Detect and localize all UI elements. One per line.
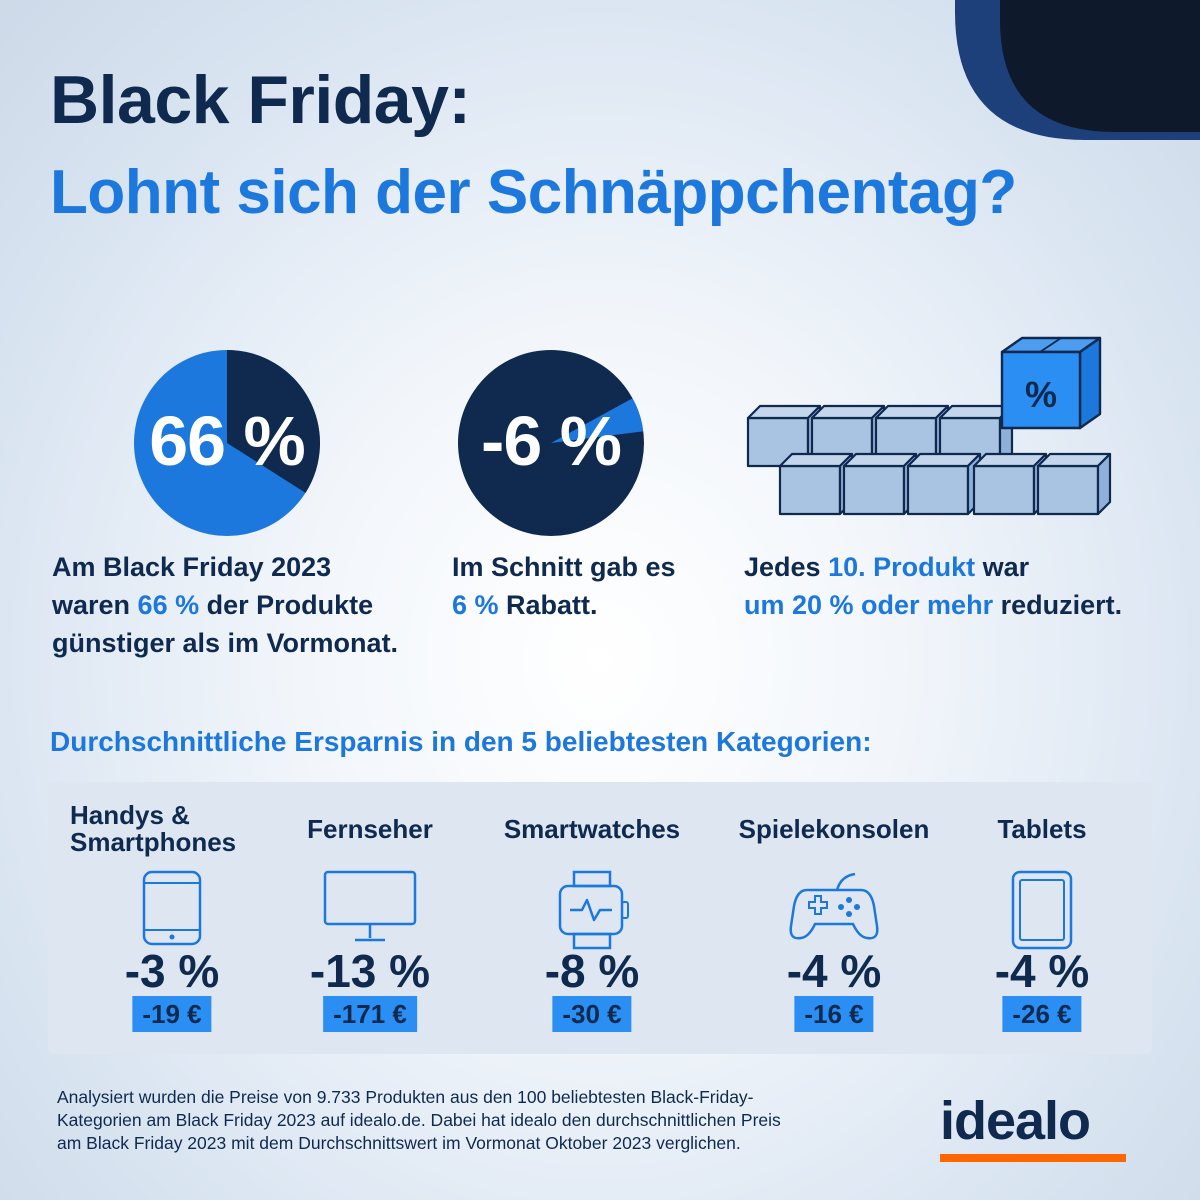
smartwatch-icon <box>558 870 629 950</box>
section-title: Durchschnittliche Ersparnis in den 5 bel… <box>50 726 872 757</box>
category-consoles: Spielekonsolen -4 % -16 € <box>724 782 944 1054</box>
gamepad-icon <box>789 872 879 940</box>
category-percent: -4 % <box>786 945 882 997</box>
small-box-icon <box>1036 452 1112 516</box>
pie-slice-remaining <box>227 350 320 493</box>
boxes-illustration: % <box>746 336 1112 516</box>
categories-panel: Handys & Smartphones -3 % -19 € Fernsehe… <box>48 782 1152 1054</box>
tv-icon <box>323 870 417 942</box>
category-percent: -3 % <box>124 945 220 997</box>
logo-text: idealo <box>940 1091 1091 1151</box>
small-box-icon <box>906 452 982 516</box>
category-smartphones: Handys & Smartphones -3 % -19 € <box>62 782 282 1054</box>
category-name: Handys & Smartphones <box>70 800 237 857</box>
category-name: Fernseher <box>307 814 433 844</box>
idealo-logo: idealo <box>940 1094 1126 1162</box>
category-tv: Fernseher -13 % -171 € <box>260 782 480 1054</box>
pie-chart-6 <box>458 350 644 536</box>
percent-box-label: % <box>1025 374 1057 415</box>
logo-underline <box>940 1154 1126 1162</box>
category-name: Smartwatches <box>503 814 681 844</box>
percent-box-icon <box>1000 336 1102 430</box>
stat-text-2: Im Schnitt gab es 6 % Rabatt. <box>452 552 676 620</box>
category-name: Spielekonsolen <box>738 814 930 844</box>
category-percent: -4 % <box>994 945 1090 997</box>
smartphone-icon <box>142 870 202 946</box>
footnote: Analysiert wurden die Preise von 9.733 P… <box>57 1087 781 1153</box>
category-euro-badge: -26 € <box>1002 996 1082 1032</box>
category-euro-badge: -171 € <box>323 996 417 1032</box>
pie-label-66: 66 % <box>149 402 306 480</box>
category-name: Tablets <box>997 814 1087 844</box>
stat-text-3: Jedes 10. Produkt war um 20 % oder mehr … <box>744 552 1123 620</box>
pie-chart-66 <box>134 350 320 536</box>
category-euro-badge: -30 € <box>552 996 632 1032</box>
pie-slice-discount <box>551 398 644 443</box>
category-percent: -13 % <box>309 945 431 997</box>
category-percent: -8 % <box>544 945 640 997</box>
pie-label-6: -6 % <box>481 402 622 480</box>
title-line-1: Black Friday: <box>50 62 471 138</box>
category-smartwatches: Smartwatches -8 % -30 € <box>482 782 702 1054</box>
small-box-icon <box>778 452 854 516</box>
category-euro-badge: -19 € <box>132 996 212 1032</box>
category-euro-badge: -16 € <box>794 996 874 1032</box>
tablet-icon <box>1011 870 1073 950</box>
small-box-icon <box>842 452 918 516</box>
title-line-2: Lohnt sich der Schnäppchentag? <box>50 158 1017 227</box>
stat-text-1: Am Black Friday 2023 waren 66 % der Prod… <box>52 552 399 658</box>
small-box-icon <box>972 452 1048 516</box>
category-tablets: Tablets -4 % -26 € <box>932 782 1152 1054</box>
